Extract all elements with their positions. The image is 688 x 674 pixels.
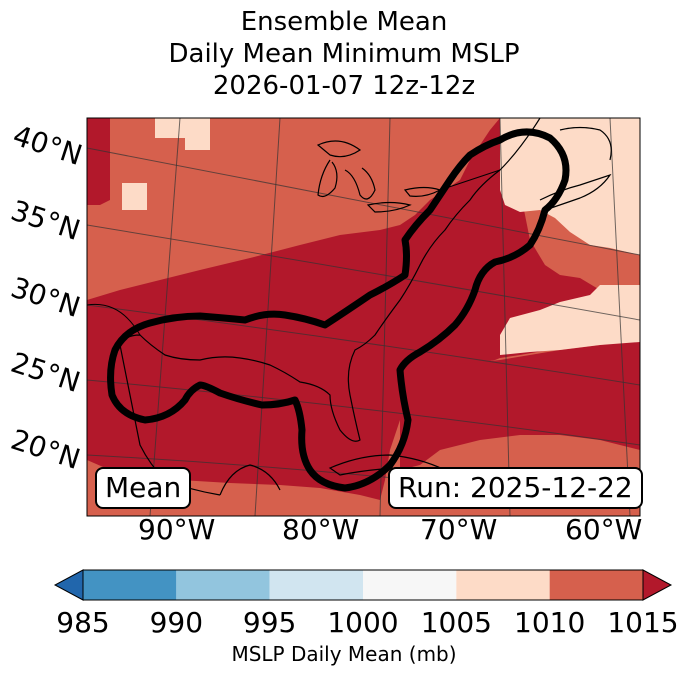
colorbar-tick-1000: 1000 (327, 606, 399, 639)
map-frame (86, 117, 641, 517)
pressure-field-1005-1010-patch2 (185, 118, 210, 150)
colorbar-tick-985: 985 (56, 606, 110, 639)
colorbar-segment-1000 (363, 570, 457, 600)
mean-label-box: Mean (95, 467, 192, 509)
lon-label-60w: 60°W (565, 513, 643, 546)
colorbar-tick-995: 995 (242, 606, 297, 639)
pressure-field-1005-1010-patch1 (155, 118, 185, 138)
colorbar-tick-1015: 1015 (607, 606, 679, 639)
colorbar-extend-high (642, 569, 673, 601)
lon-label-70w: 70°W (420, 513, 498, 546)
pressure-field-1005-1010-patch3 (122, 183, 147, 210)
colorbar-tick-990: 990 (149, 606, 204, 639)
title-line-3: 2026-01-07 12z-12z (212, 71, 476, 101)
run-label-box: Run: 2025-12-22 (388, 467, 643, 509)
pressure-field-1005-1010-northeast (500, 118, 640, 255)
pressure-field-1005-1010-east (500, 285, 640, 355)
pressure-field-above-1015 (87, 118, 640, 500)
pressure-field-southeast (400, 340, 640, 470)
colorbar (53, 569, 673, 601)
colorbar-extend-low (53, 569, 84, 601)
colorbar-tick-1010: 1010 (514, 606, 586, 639)
colorbar-segment-985 (83, 570, 177, 600)
title-line-1: Ensemble Mean (240, 7, 448, 37)
lon-label-80w: 80°W (282, 513, 360, 546)
colorbar-segment-1010 (549, 570, 643, 600)
colorbar-segment-1005 (456, 570, 550, 600)
lon-label-90w: 90°W (138, 513, 216, 546)
coastlines (87, 118, 612, 496)
colorbar-tick-1005: 1005 (420, 606, 492, 639)
ensemble-contour (107, 128, 570, 492)
title-line-2: Daily Mean Minimum MSLP (168, 39, 520, 69)
graticule-latitudes (87, 147, 640, 506)
colorbar-label: MSLP Daily Mean (mb) (231, 642, 457, 666)
colorbar-segment-995 (269, 570, 363, 600)
colorbar-frame (82, 569, 644, 601)
map-field (87, 118, 640, 516)
colorbar-segment-990 (176, 570, 270, 600)
